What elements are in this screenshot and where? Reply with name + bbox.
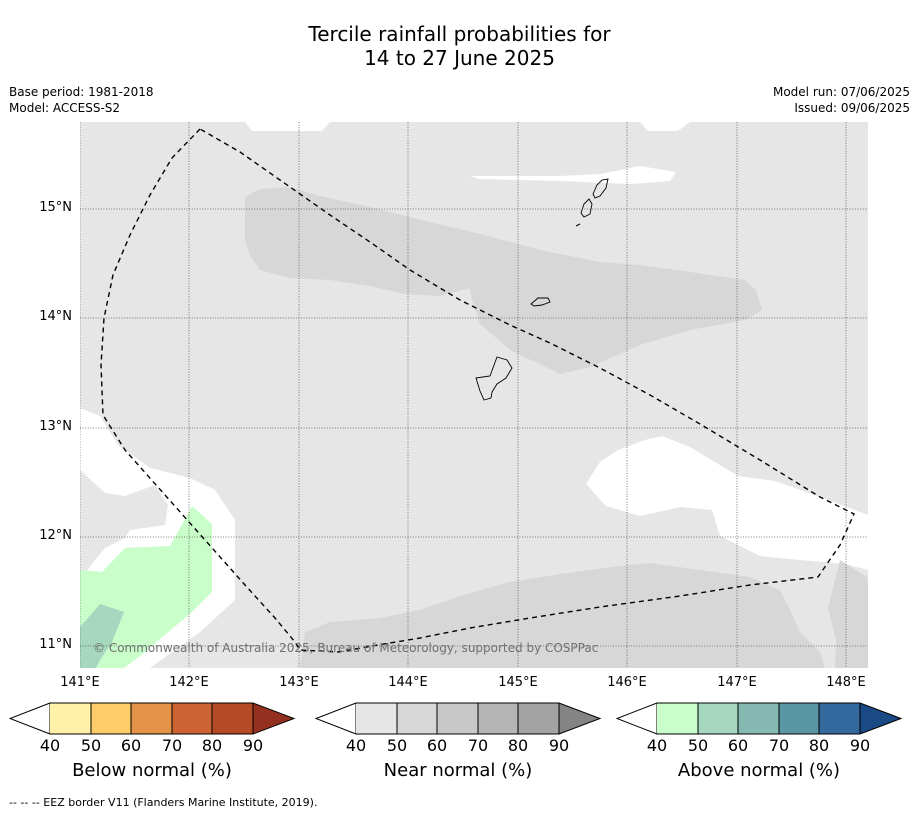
above-normal-over-triangle — [860, 703, 901, 734]
below-normal-over-triangle — [253, 703, 294, 734]
near-normal-tick-80: 80 — [507, 736, 529, 755]
issued-date: Issued: 09/06/2025 — [794, 101, 910, 115]
below-normal-label: Below normal (%) — [72, 760, 232, 781]
below-normal-tick-50: 50 — [80, 736, 102, 755]
model-name: Model: ACCESS-S2 — [9, 101, 121, 115]
above-normal-label: Above normal (%) — [677, 760, 841, 781]
above-normal-tick-90: 90 — [849, 736, 871, 755]
near-normal-swatch-80 — [518, 703, 559, 734]
near-normal-50-area-southeast — [828, 560, 868, 668]
below-normal-colorbar — [9, 702, 296, 735]
rota-island — [530, 297, 551, 307]
near-normal-colorbar — [315, 702, 602, 735]
longitude-label-144e: 144°E — [388, 675, 428, 690]
no-signal-area-top-1 — [245, 122, 330, 131]
longitude-label-147e: 147°E — [717, 675, 757, 690]
longitude-label-143e: 143°E — [279, 675, 319, 690]
longitude-label-142e: 142°E — [169, 675, 209, 690]
above-normal-swatch-50 — [698, 703, 738, 734]
near-normal-swatch-60 — [437, 703, 478, 734]
below-normal-swatch-80 — [212, 703, 253, 734]
above-normal-swatch-70 — [779, 703, 819, 734]
longitude-label-148e: 148°E — [826, 675, 866, 690]
above-normal-tick-80: 80 — [808, 736, 830, 755]
near-normal-swatch-50 — [397, 703, 437, 734]
no-signal-area-top-2 — [640, 122, 690, 131]
latitude-label-14n: 14°N — [39, 309, 72, 324]
near-normal-tick-70: 70 — [467, 736, 489, 755]
title-line-1: Tercile rainfall probabilities for — [308, 22, 611, 46]
copyright-notice: © Commonwealth of Australia 2025, Bureau… — [93, 641, 599, 655]
near-normal-label: Near normal (%) — [383, 760, 533, 781]
above-normal-tick-60: 60 — [727, 736, 749, 755]
latitude-label-11n: 11°N — [39, 637, 72, 652]
title-line-2: 14 to 27 June 2025 — [364, 46, 555, 70]
saipan-island — [592, 178, 609, 199]
near-normal-over-triangle — [559, 703, 600, 734]
near-normal-tick-50: 50 — [386, 736, 408, 755]
above-normal-tick-40: 40 — [646, 736, 668, 755]
near-normal-50-area-south — [300, 563, 825, 668]
no-signal-area-east — [586, 436, 868, 570]
latitude-label-15n: 15°N — [39, 200, 72, 215]
below-normal-tick-70: 70 — [161, 736, 183, 755]
metadata-right: Model run: 07/06/2025 Issued: 09/06/2025 — [773, 84, 910, 116]
longitude-label-141e: 141°E — [60, 675, 100, 690]
below-normal-tick-90: 90 — [242, 736, 264, 755]
map-title: Tercile rainfall probabilities for 14 to… — [0, 22, 919, 70]
near-normal-under-triangle — [315, 702, 357, 735]
near-normal-50-area-north — [245, 187, 762, 374]
near-normal-tick-40: 40 — [345, 736, 367, 755]
above-normal-tick-70: 70 — [768, 736, 790, 755]
eez-footnote: -- -- -- EEZ border V11 (Flanders Marine… — [9, 796, 318, 809]
aguijan-island — [575, 223, 581, 227]
near-normal-tick-60: 60 — [426, 736, 448, 755]
above-normal-swatch-60 — [738, 703, 779, 734]
above-normal-50-area — [80, 604, 124, 668]
below-normal-swatch-70 — [172, 703, 212, 734]
near-normal-tick-90: 90 — [548, 736, 570, 755]
below-normal-under-triangle — [9, 702, 51, 735]
below-normal-swatch-50 — [91, 703, 131, 734]
above-normal-tick-50: 50 — [687, 736, 709, 755]
no-signal-area-north — [470, 166, 676, 184]
base-period: Base period: 1981-2018 — [9, 85, 154, 99]
latitude-label-13n: 13°N — [39, 419, 72, 434]
probability-map — [80, 122, 868, 668]
metadata-left: Base period: 1981-2018 Model: ACCESS-S2 — [9, 84, 154, 116]
below-normal-swatch-60 — [131, 703, 172, 734]
near-normal-swatch-70 — [478, 703, 518, 734]
near-normal-swatch-40 — [356, 703, 397, 734]
model-run: Model run: 07/06/2025 — [772, 85, 910, 99]
latitude-label-12n: 12°N — [39, 528, 72, 543]
longitude-label-145e: 145°E — [498, 675, 538, 690]
graticule — [80, 122, 868, 668]
longitude-label-146e: 146°E — [607, 675, 647, 690]
below-normal-tick-60: 60 — [120, 736, 142, 755]
below-normal-swatch-40 — [50, 703, 91, 734]
below-normal-tick-40: 40 — [39, 736, 61, 755]
above-normal-swatch-80 — [819, 703, 860, 734]
above-normal-swatch-40 — [657, 703, 698, 734]
tinian-island — [580, 198, 593, 218]
above-normal-colorbar — [616, 702, 903, 735]
guam-island — [475, 356, 513, 401]
above-normal-under-triangle — [616, 702, 658, 735]
below-normal-tick-80: 80 — [201, 736, 223, 755]
